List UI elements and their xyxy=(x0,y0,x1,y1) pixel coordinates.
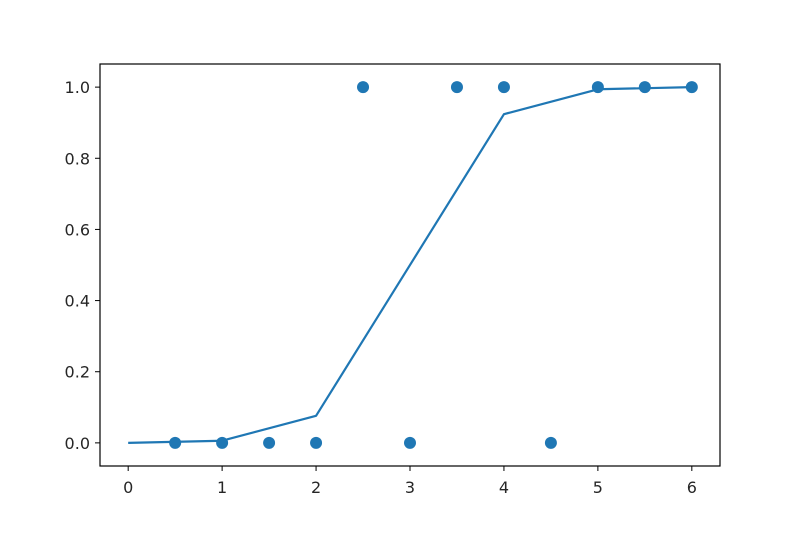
x-tick-label: 5 xyxy=(593,478,603,497)
x-tick-label: 4 xyxy=(499,478,509,497)
x-tick-label: 0 xyxy=(123,478,133,497)
x-axis-ticks: 0 1 2 3 4 5 6 xyxy=(123,466,697,497)
y-tick-label: 0.4 xyxy=(65,292,90,311)
x-tick-label: 3 xyxy=(405,478,415,497)
plot-frame xyxy=(99,63,721,467)
scatter-point xyxy=(357,81,370,94)
y-tick-label: 0.0 xyxy=(65,434,90,453)
scatter-point xyxy=(263,436,276,449)
scatter-point xyxy=(591,81,604,94)
scatter-point xyxy=(544,436,557,449)
scatter-point xyxy=(450,81,463,94)
series-layer xyxy=(128,81,698,449)
scatter-point xyxy=(310,436,323,449)
scatter-point xyxy=(404,436,416,449)
y-tick-label: 0.8 xyxy=(65,149,90,168)
x-tick-label: 2 xyxy=(311,478,321,497)
x-tick-label: 1 xyxy=(217,478,227,497)
scatter-point xyxy=(216,436,229,449)
x-tick-label: 6 xyxy=(687,478,697,497)
y-tick-label: 0.2 xyxy=(65,363,90,382)
scatter-point xyxy=(169,436,182,449)
scatter-point xyxy=(685,81,698,94)
y-tick-label: 1.0 xyxy=(65,78,90,97)
y-tick-label: 0.6 xyxy=(65,220,90,239)
scatter-point xyxy=(638,81,651,94)
fitted-curve-line xyxy=(128,86,692,444)
scatter-point xyxy=(497,81,510,94)
y-axis-ticks: 0.0 0.2 0.4 0.6 0.8 1.0 xyxy=(65,78,100,453)
